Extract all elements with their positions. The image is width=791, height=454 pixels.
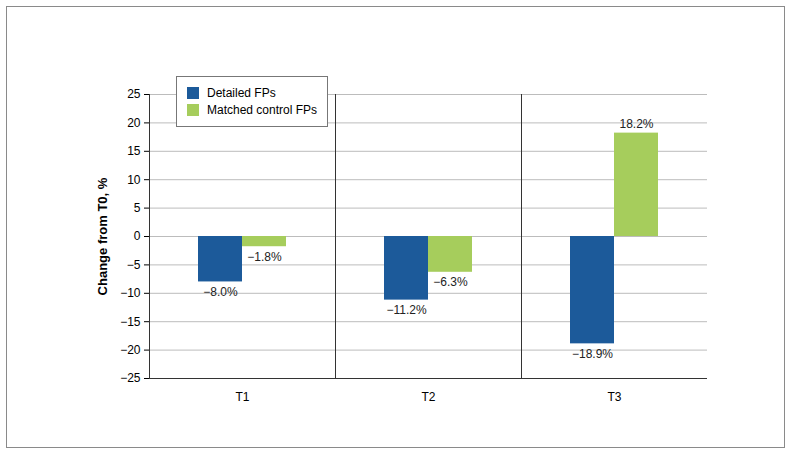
svg-text:−5: −5 [127, 258, 141, 272]
svg-text:−10: −10 [120, 286, 141, 300]
svg-text:−20: −20 [120, 343, 141, 357]
svg-text:−18.9%: −18.9% [572, 347, 613, 361]
svg-text:−6.3%: −6.3% [433, 275, 468, 289]
svg-text:20: 20 [127, 116, 141, 130]
svg-text:10: 10 [127, 173, 141, 187]
svg-text:T1: T1 [235, 390, 249, 404]
svg-text:T3: T3 [607, 390, 621, 404]
svg-text:15: 15 [127, 144, 141, 158]
svg-text:−1.8%: −1.8% [247, 250, 282, 264]
svg-text:−11.2%: −11.2% [386, 303, 426, 317]
svg-text:5: 5 [134, 201, 141, 215]
html-text:Matched control FPs: Matched control FPs [207, 103, 317, 117]
html-text:Detailed FPs: Detailed FPs [207, 86, 276, 100]
svg-text:−15: −15 [120, 315, 141, 329]
svg-text:−8.0%: −8.0% [203, 285, 238, 299]
svg-text:18.2%: 18.2% [619, 117, 653, 131]
svg-text:25: 25 [127, 87, 141, 101]
svg-text:0: 0 [134, 229, 141, 243]
svg-text:Change from T0, %: Change from T0, % [95, 177, 110, 295]
svg-text:T2: T2 [421, 390, 435, 404]
svg-text:−25: −25 [120, 371, 141, 385]
